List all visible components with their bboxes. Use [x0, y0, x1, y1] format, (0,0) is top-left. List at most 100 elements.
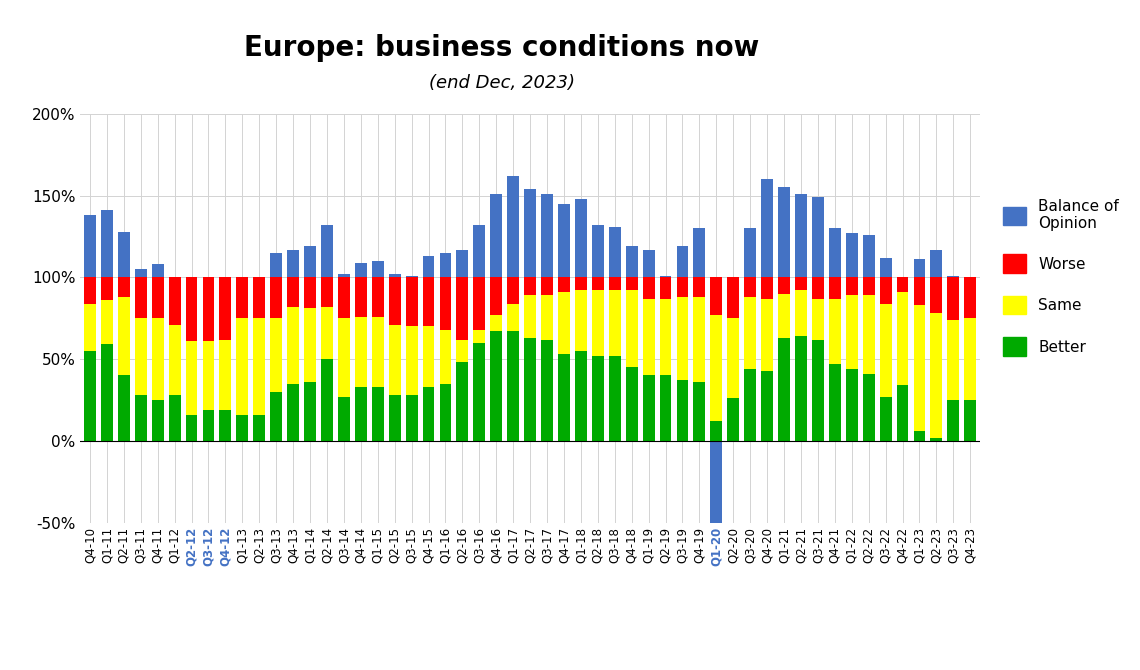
Bar	[304, 382, 316, 441]
Bar	[812, 299, 824, 340]
Bar	[389, 395, 400, 441]
Bar	[203, 341, 214, 410]
Bar	[321, 307, 333, 359]
Bar	[693, 228, 706, 277]
Bar	[575, 351, 587, 441]
Bar	[762, 277, 773, 299]
Bar	[947, 400, 959, 441]
Bar	[626, 277, 637, 291]
Bar	[559, 354, 570, 441]
Bar	[117, 232, 130, 277]
Bar	[710, 315, 723, 421]
Bar	[152, 277, 164, 318]
Bar	[880, 258, 891, 277]
Bar	[592, 225, 604, 277]
Bar	[609, 291, 620, 356]
Bar	[304, 247, 316, 277]
Bar	[270, 318, 282, 392]
Bar	[846, 277, 857, 295]
Bar	[643, 299, 654, 375]
Bar	[779, 188, 790, 277]
Bar	[930, 277, 943, 314]
Bar	[947, 320, 959, 400]
Bar	[812, 340, 824, 441]
Bar	[490, 332, 502, 441]
Bar	[101, 277, 113, 300]
Bar	[643, 250, 654, 277]
Text: (end Dec, 2023): (end Dec, 2023)	[429, 74, 575, 92]
Bar	[440, 277, 451, 330]
Bar	[779, 277, 790, 293]
Bar	[846, 295, 857, 369]
Bar	[84, 304, 96, 351]
Bar	[559, 204, 570, 277]
Bar	[270, 253, 282, 277]
Bar	[169, 395, 180, 441]
Bar	[626, 291, 637, 367]
Bar	[423, 387, 434, 441]
Bar	[676, 247, 689, 277]
Bar	[660, 375, 671, 441]
Bar	[559, 292, 570, 354]
Bar	[440, 330, 451, 384]
Bar	[287, 277, 299, 307]
Bar	[676, 381, 689, 441]
Legend: Balance of
Opinion, Worse, Same, Better: Balance of Opinion, Worse, Same, Better	[998, 193, 1125, 362]
Bar	[727, 399, 739, 441]
Bar	[507, 277, 519, 304]
Bar	[337, 318, 350, 397]
Bar	[693, 297, 706, 382]
Bar	[643, 375, 654, 441]
Bar	[592, 277, 604, 291]
Bar	[304, 308, 316, 382]
Bar	[693, 382, 706, 441]
Bar	[542, 277, 553, 295]
Bar	[473, 343, 486, 441]
Bar	[152, 264, 164, 277]
Bar	[473, 225, 486, 277]
Bar	[524, 189, 536, 277]
Bar	[253, 415, 266, 441]
Bar	[863, 277, 874, 295]
Bar	[947, 276, 959, 277]
Bar	[84, 215, 96, 277]
Bar	[795, 194, 807, 277]
Bar	[473, 330, 486, 343]
Bar	[846, 369, 857, 441]
Bar	[473, 277, 486, 330]
Bar	[846, 233, 857, 277]
Bar	[372, 387, 384, 441]
Bar	[609, 356, 620, 441]
Bar	[930, 250, 943, 277]
Bar	[524, 295, 536, 338]
Bar	[609, 277, 620, 291]
Bar	[795, 291, 807, 336]
Bar	[186, 341, 197, 415]
Bar	[795, 336, 807, 441]
Bar	[84, 351, 96, 441]
Bar	[220, 277, 231, 340]
Bar	[913, 277, 926, 305]
Bar	[117, 297, 130, 375]
Bar	[660, 299, 671, 375]
Bar	[389, 325, 400, 395]
Bar	[626, 367, 637, 441]
Bar	[693, 277, 706, 297]
Bar	[779, 293, 790, 338]
Bar	[863, 374, 874, 441]
Bar	[304, 277, 316, 308]
Bar	[169, 325, 180, 395]
Bar	[355, 263, 367, 277]
Bar	[762, 180, 773, 277]
Bar	[779, 338, 790, 441]
Bar	[355, 317, 367, 387]
Bar	[964, 400, 976, 441]
Bar	[84, 277, 96, 304]
Bar	[490, 277, 502, 315]
Bar	[795, 277, 807, 291]
Bar	[220, 340, 231, 410]
Bar	[389, 277, 400, 325]
Bar	[253, 318, 266, 415]
Bar	[490, 315, 502, 332]
Bar	[337, 274, 350, 277]
